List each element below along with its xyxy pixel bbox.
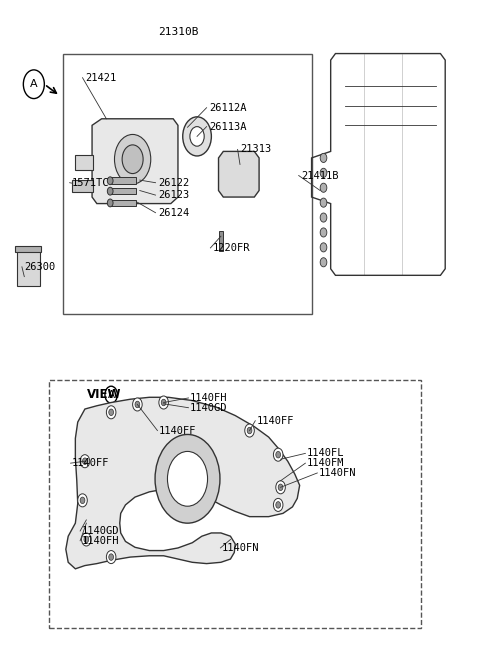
Circle shape <box>183 117 211 156</box>
Circle shape <box>159 396 168 409</box>
Text: 1140FF: 1140FF <box>159 426 196 436</box>
Circle shape <box>109 409 114 415</box>
Text: 26112A: 26112A <box>209 103 247 113</box>
Circle shape <box>107 405 116 419</box>
Bar <box>15 246 41 252</box>
Text: 1140FN: 1140FN <box>222 543 259 553</box>
Circle shape <box>108 199 113 207</box>
Text: 21310B: 21310B <box>158 28 198 37</box>
Circle shape <box>132 398 142 411</box>
Bar <box>17 251 39 286</box>
Circle shape <box>109 554 114 560</box>
Text: 1140GD: 1140GD <box>190 403 228 413</box>
Text: 21313: 21313 <box>240 145 271 155</box>
Text: 1140FN: 1140FN <box>319 468 356 478</box>
Text: 1220FR: 1220FR <box>213 243 250 253</box>
Text: 21421: 21421 <box>85 73 116 83</box>
Text: 26123: 26123 <box>158 190 189 200</box>
Circle shape <box>245 424 254 437</box>
Circle shape <box>276 481 285 494</box>
Text: 1140GD: 1140GD <box>82 526 119 536</box>
Circle shape <box>320 243 327 252</box>
Circle shape <box>168 451 207 506</box>
Bar <box>49 380 421 627</box>
Text: 1140FH: 1140FH <box>190 393 228 403</box>
Text: 26300: 26300 <box>24 262 56 272</box>
Bar <box>63 54 312 314</box>
Text: 1571TC: 1571TC <box>72 178 109 188</box>
Circle shape <box>107 551 116 563</box>
Circle shape <box>155 434 220 523</box>
Text: 1140FL: 1140FL <box>307 449 344 458</box>
Circle shape <box>80 455 90 468</box>
Text: A: A <box>30 79 37 89</box>
Text: 1140FM: 1140FM <box>307 458 344 468</box>
Text: 26124: 26124 <box>158 208 189 217</box>
Circle shape <box>320 198 327 207</box>
Bar <box>218 231 223 251</box>
Circle shape <box>115 134 151 184</box>
Circle shape <box>108 177 113 185</box>
Text: A: A <box>108 390 115 400</box>
Bar <box>110 200 136 206</box>
Bar <box>110 178 136 184</box>
Bar <box>110 188 136 195</box>
Text: 1140FH: 1140FH <box>82 536 119 546</box>
Text: 1140FF: 1140FF <box>257 416 294 426</box>
Circle shape <box>320 153 327 162</box>
Bar <box>72 180 94 192</box>
Circle shape <box>84 536 89 543</box>
Circle shape <box>108 187 113 195</box>
Text: 26122: 26122 <box>158 178 189 188</box>
Text: 21411B: 21411B <box>301 170 338 181</box>
Circle shape <box>247 427 252 434</box>
Circle shape <box>278 484 283 491</box>
Circle shape <box>274 448 283 461</box>
Polygon shape <box>218 151 259 197</box>
Circle shape <box>276 451 281 458</box>
Circle shape <box>274 498 283 512</box>
Circle shape <box>83 458 87 464</box>
Circle shape <box>80 497 85 504</box>
Text: 26113A: 26113A <box>209 122 247 132</box>
Circle shape <box>122 145 143 174</box>
Circle shape <box>320 228 327 237</box>
Circle shape <box>320 257 327 267</box>
Text: 1140FF: 1140FF <box>72 458 109 468</box>
Bar <box>75 155 94 170</box>
Circle shape <box>320 213 327 222</box>
Circle shape <box>135 402 140 407</box>
Circle shape <box>78 494 87 507</box>
Circle shape <box>320 168 327 178</box>
Polygon shape <box>66 398 300 569</box>
Polygon shape <box>92 119 178 204</box>
Text: VIEW: VIEW <box>87 388 122 401</box>
Circle shape <box>82 533 91 546</box>
Circle shape <box>161 400 166 405</box>
Circle shape <box>190 126 204 146</box>
Circle shape <box>276 502 281 508</box>
Circle shape <box>320 183 327 193</box>
